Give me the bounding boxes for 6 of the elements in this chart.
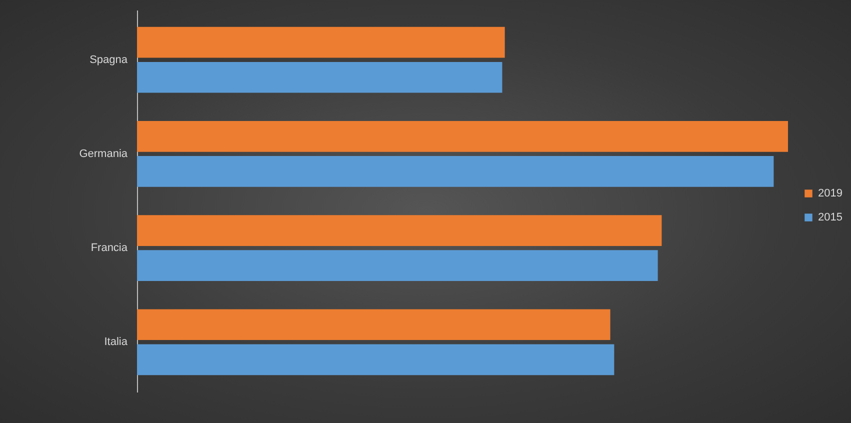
legend-label: 2015 xyxy=(818,212,842,224)
y-tick-label: Italia xyxy=(104,336,128,348)
y-tick-label: Spagna xyxy=(90,54,128,66)
y-tick-label: Germania xyxy=(79,148,128,160)
legend-label: 2019 xyxy=(818,188,842,200)
y-tick-label: Francia xyxy=(90,242,128,254)
